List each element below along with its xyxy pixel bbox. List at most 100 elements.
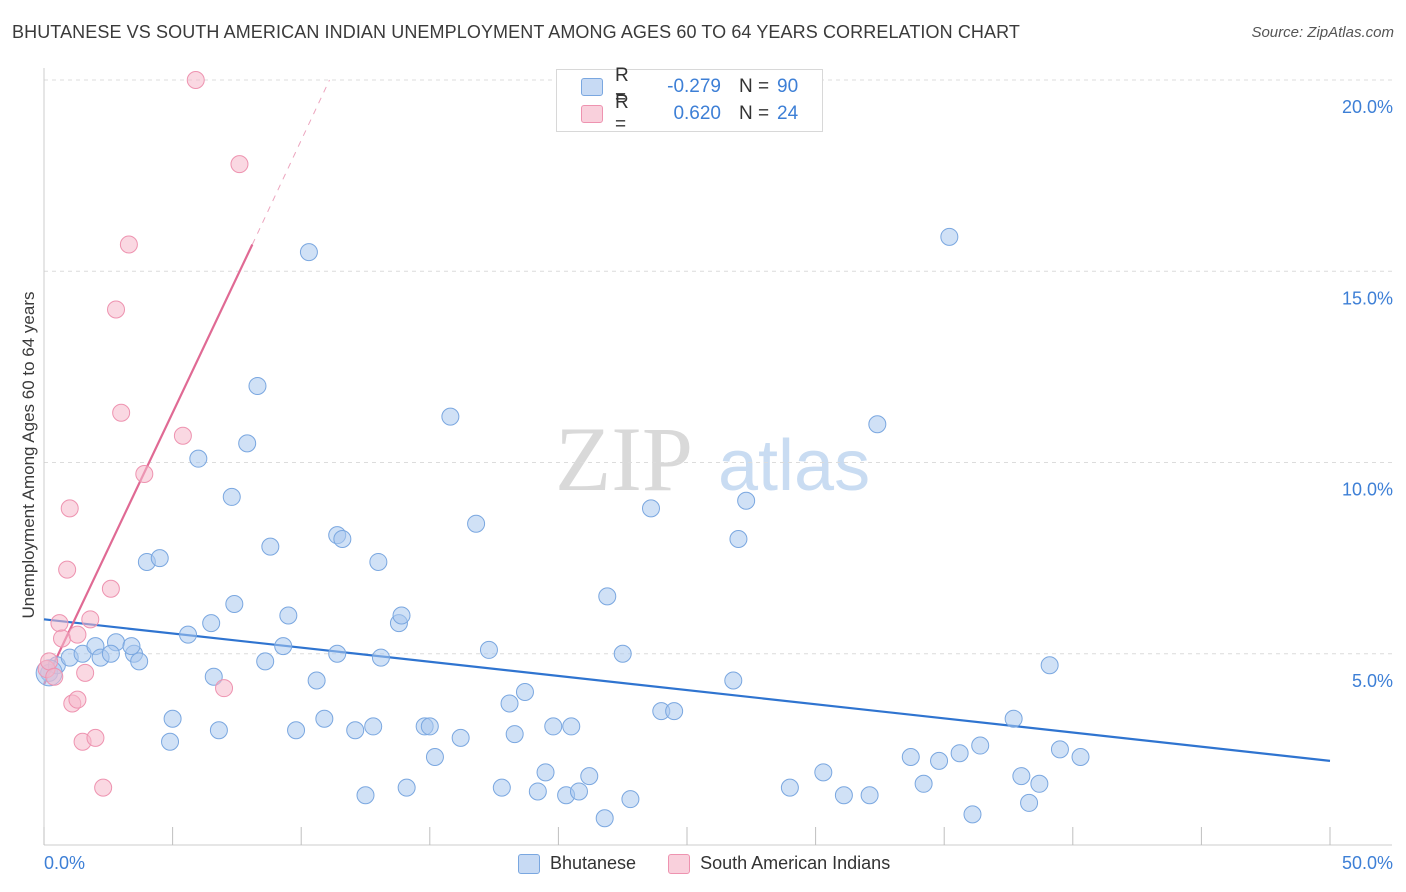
bhutanese-point	[1040, 656, 1059, 675]
bhutanese-point	[441, 407, 460, 426]
bhutanese-point	[299, 243, 318, 262]
south-american-indian-point	[76, 663, 95, 682]
bhutanese-point	[279, 606, 298, 625]
bhutanese-point	[425, 748, 444, 767]
bhutanese-point	[238, 434, 257, 453]
bhutanese-point	[392, 606, 411, 625]
legend-n-value: 90	[777, 76, 799, 97]
bhutanese-point	[562, 717, 581, 736]
south-american-indian-point	[53, 629, 72, 648]
bhutanese-point	[1071, 748, 1090, 767]
legend-r-value: 0.620	[673, 103, 721, 124]
bhutanese-point	[261, 537, 280, 556]
south-american-indian-point	[101, 579, 120, 598]
south-american-indian-point	[119, 235, 138, 254]
south-american-indian-point	[81, 610, 100, 629]
bhutanese-point	[356, 786, 375, 805]
legend-swatch-pink	[668, 853, 691, 874]
bhutanese-point	[950, 744, 969, 763]
bhutanese-point	[729, 530, 748, 548]
bhutanese-point	[492, 778, 511, 797]
south-american-indian-point	[50, 614, 69, 633]
bhutanese-point	[621, 790, 640, 809]
south-american-indian-point	[45, 667, 64, 686]
bhutanese-point	[451, 728, 470, 747]
south-american-indian-point	[215, 679, 234, 698]
south-american-indian-point	[58, 560, 77, 579]
series-legend-bhutanese[interactable]: Bhutanese	[518, 853, 636, 874]
bhutanese-point	[814, 763, 833, 782]
y-axis-title: Unemployment Among Ages 60 to 64 years	[19, 291, 38, 619]
south-american-indian-point	[94, 778, 113, 797]
bhutanese-point	[598, 587, 617, 606]
south-american-indian-point	[86, 728, 105, 747]
bhutanese-point	[515, 683, 534, 701]
bhutanese-point	[544, 717, 563, 736]
south-american-indian-point	[135, 464, 154, 483]
bhutanese-point	[613, 644, 632, 663]
bhutanese-point	[641, 499, 660, 518]
correlation-legend: R = -0.279 N = 90 R = 0.620 N = 24	[556, 65, 823, 135]
bhutanese-point	[536, 763, 555, 782]
bhutanese-point	[222, 487, 241, 506]
legend-r-label: R =	[615, 65, 629, 108]
bhutanese-point	[528, 782, 547, 801]
bhutanese-point	[1020, 793, 1039, 812]
bhutanese-point	[256, 652, 275, 671]
bhutanese-point	[971, 736, 990, 755]
bhutanese-point	[179, 625, 198, 644]
bhutanese-point	[834, 786, 853, 805]
legend-swatch-blue	[581, 78, 603, 96]
bhutanese-point	[202, 614, 221, 633]
bhutanese-point	[101, 644, 120, 663]
bhutanese-point	[420, 717, 439, 736]
series-legend-label: Bhutanese	[550, 853, 637, 873]
legend-swatch-pink	[581, 105, 603, 123]
bhutanese-point	[189, 449, 208, 468]
bhutanese-point	[1050, 740, 1069, 759]
bhutanese-point	[868, 415, 887, 434]
bhutanese-point	[479, 640, 498, 659]
south-american-indian-trend-line	[43, 244, 254, 685]
bhutanese-point	[163, 709, 182, 728]
bhutanese-point	[209, 721, 228, 740]
bhutanese-point	[500, 694, 519, 713]
source-label: Source: ZipAtlas.com	[1251, 24, 1394, 41]
bhutanese-point	[204, 667, 223, 686]
bhutanese-point	[595, 809, 614, 828]
bhutanese-point	[505, 725, 524, 744]
watermark: ZIP atlas	[555, 408, 870, 510]
south-american-indian-point	[107, 300, 126, 319]
legend-row-south-american-indians: R = 0.620 N = 24	[581, 92, 798, 135]
bhutanese-point	[371, 648, 390, 667]
bhutanese-point	[914, 774, 933, 793]
bhutanese-point	[1004, 709, 1023, 728]
series-legend-south-american-indians[interactable]: South American Indians	[668, 853, 890, 874]
bhutanese-point	[963, 805, 982, 824]
watermark-zip: ZIP	[555, 408, 693, 510]
bhutanese-point	[780, 778, 799, 797]
bhutanese-point	[364, 717, 383, 736]
trend-lines	[43, 79, 1331, 762]
bhutanese-point	[737, 491, 756, 510]
bhutanese-point	[397, 778, 416, 797]
bhutanese-point	[150, 549, 169, 568]
bhutanese-point	[333, 530, 352, 548]
bhutanese-point	[122, 637, 141, 656]
bhutanese-point	[346, 721, 365, 740]
x-tick-label-max: 50.0%	[1342, 853, 1393, 873]
bhutanese-point	[860, 786, 879, 805]
south-american-indian-point	[68, 690, 87, 709]
series-legend: Bhutanese South American Indians	[518, 853, 922, 874]
bhutanese-point	[274, 637, 293, 656]
south-american-indian-point	[173, 426, 192, 445]
legend-n-label: N =	[739, 76, 770, 97]
legend-n-label: N =	[739, 103, 770, 124]
bhutanese-point	[930, 751, 949, 770]
legend-swatch-blue	[518, 853, 540, 874]
south-american-indian-point	[68, 625, 87, 644]
south-american-indian-point	[112, 403, 131, 422]
legend-row-bhutanese: R = -0.279 N = 90	[581, 65, 799, 108]
bhutanese-point	[467, 514, 486, 533]
